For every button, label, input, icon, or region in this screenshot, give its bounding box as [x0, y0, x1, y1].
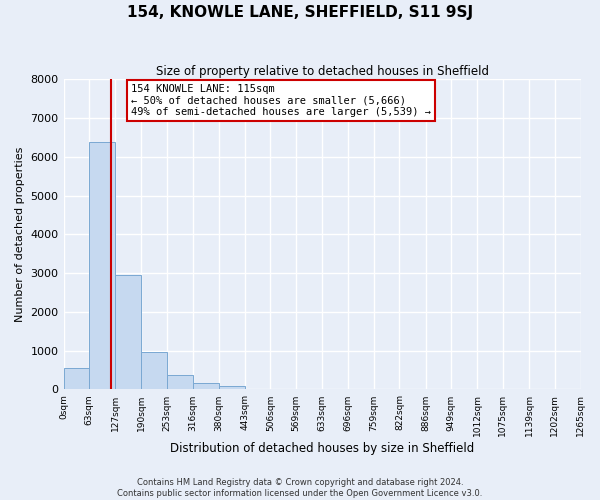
Bar — [219, 386, 245, 390]
Bar — [141, 352, 167, 390]
Text: Contains HM Land Registry data © Crown copyright and database right 2024.
Contai: Contains HM Land Registry data © Crown c… — [118, 478, 482, 498]
Title: Size of property relative to detached houses in Sheffield: Size of property relative to detached ho… — [155, 65, 488, 78]
Bar — [89, 142, 115, 390]
Text: 154 KNOWLE LANE: 115sqm
← 50% of detached houses are smaller (5,666)
49% of semi: 154 KNOWLE LANE: 115sqm ← 50% of detache… — [131, 84, 431, 117]
X-axis label: Distribution of detached houses by size in Sheffield: Distribution of detached houses by size … — [170, 442, 474, 455]
Bar — [167, 374, 193, 390]
Bar — [115, 274, 141, 390]
Bar — [193, 383, 219, 390]
Y-axis label: Number of detached properties: Number of detached properties — [15, 146, 25, 322]
Text: 154, KNOWLE LANE, SHEFFIELD, S11 9SJ: 154, KNOWLE LANE, SHEFFIELD, S11 9SJ — [127, 5, 473, 20]
Bar — [64, 368, 89, 390]
